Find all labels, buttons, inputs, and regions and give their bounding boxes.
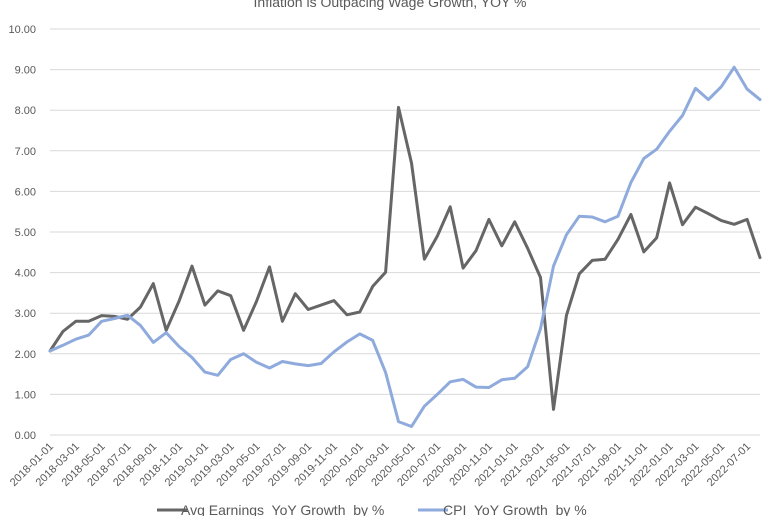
series-lines <box>48 65 762 428</box>
y-axis-ticks: 0.00 1.00 2.00 3.00 4.00 5.00 6.00 7.00 8.00 9.00… <box>8 24 36 442</box>
gridlines <box>50 28 760 436</box>
y-tick-label: 4.00 <box>15 268 36 280</box>
series-line-avg-earnings <box>48 105 762 411</box>
y-tick-label: 3.00 <box>15 308 36 320</box>
y-tick-label: 5.00 <box>15 227 36 239</box>
y-tick-label: 9.00 <box>15 65 36 77</box>
y-tick-label: 7.00 <box>15 146 36 158</box>
series-line-cpi <box>48 65 762 428</box>
chart-title: Inflation is Outpacing Wage Growth, YOY … <box>254 0 527 10</box>
legend: Avg Earnings YoY Growth by % CPI YoY Gro… <box>157 502 587 516</box>
y-tick-label: 6.00 <box>15 186 36 198</box>
legend-label-avg-earnings: Avg Earnings YoY Growth by % <box>181 502 384 516</box>
y-tick-label: 0.00 <box>15 430 36 442</box>
y-tick-label: 2.00 <box>15 349 36 361</box>
legend-label-cpi: CPI YoY Growth by % <box>443 502 587 516</box>
y-tick-label: 1.00 <box>15 389 36 401</box>
y-tick-label: 8.00 <box>15 105 36 117</box>
y-tick-label: 10.00 <box>8 24 36 36</box>
x-axis-ticks: 2018-01-012018-03-012018-05-012018-07-01… <box>8 441 753 489</box>
